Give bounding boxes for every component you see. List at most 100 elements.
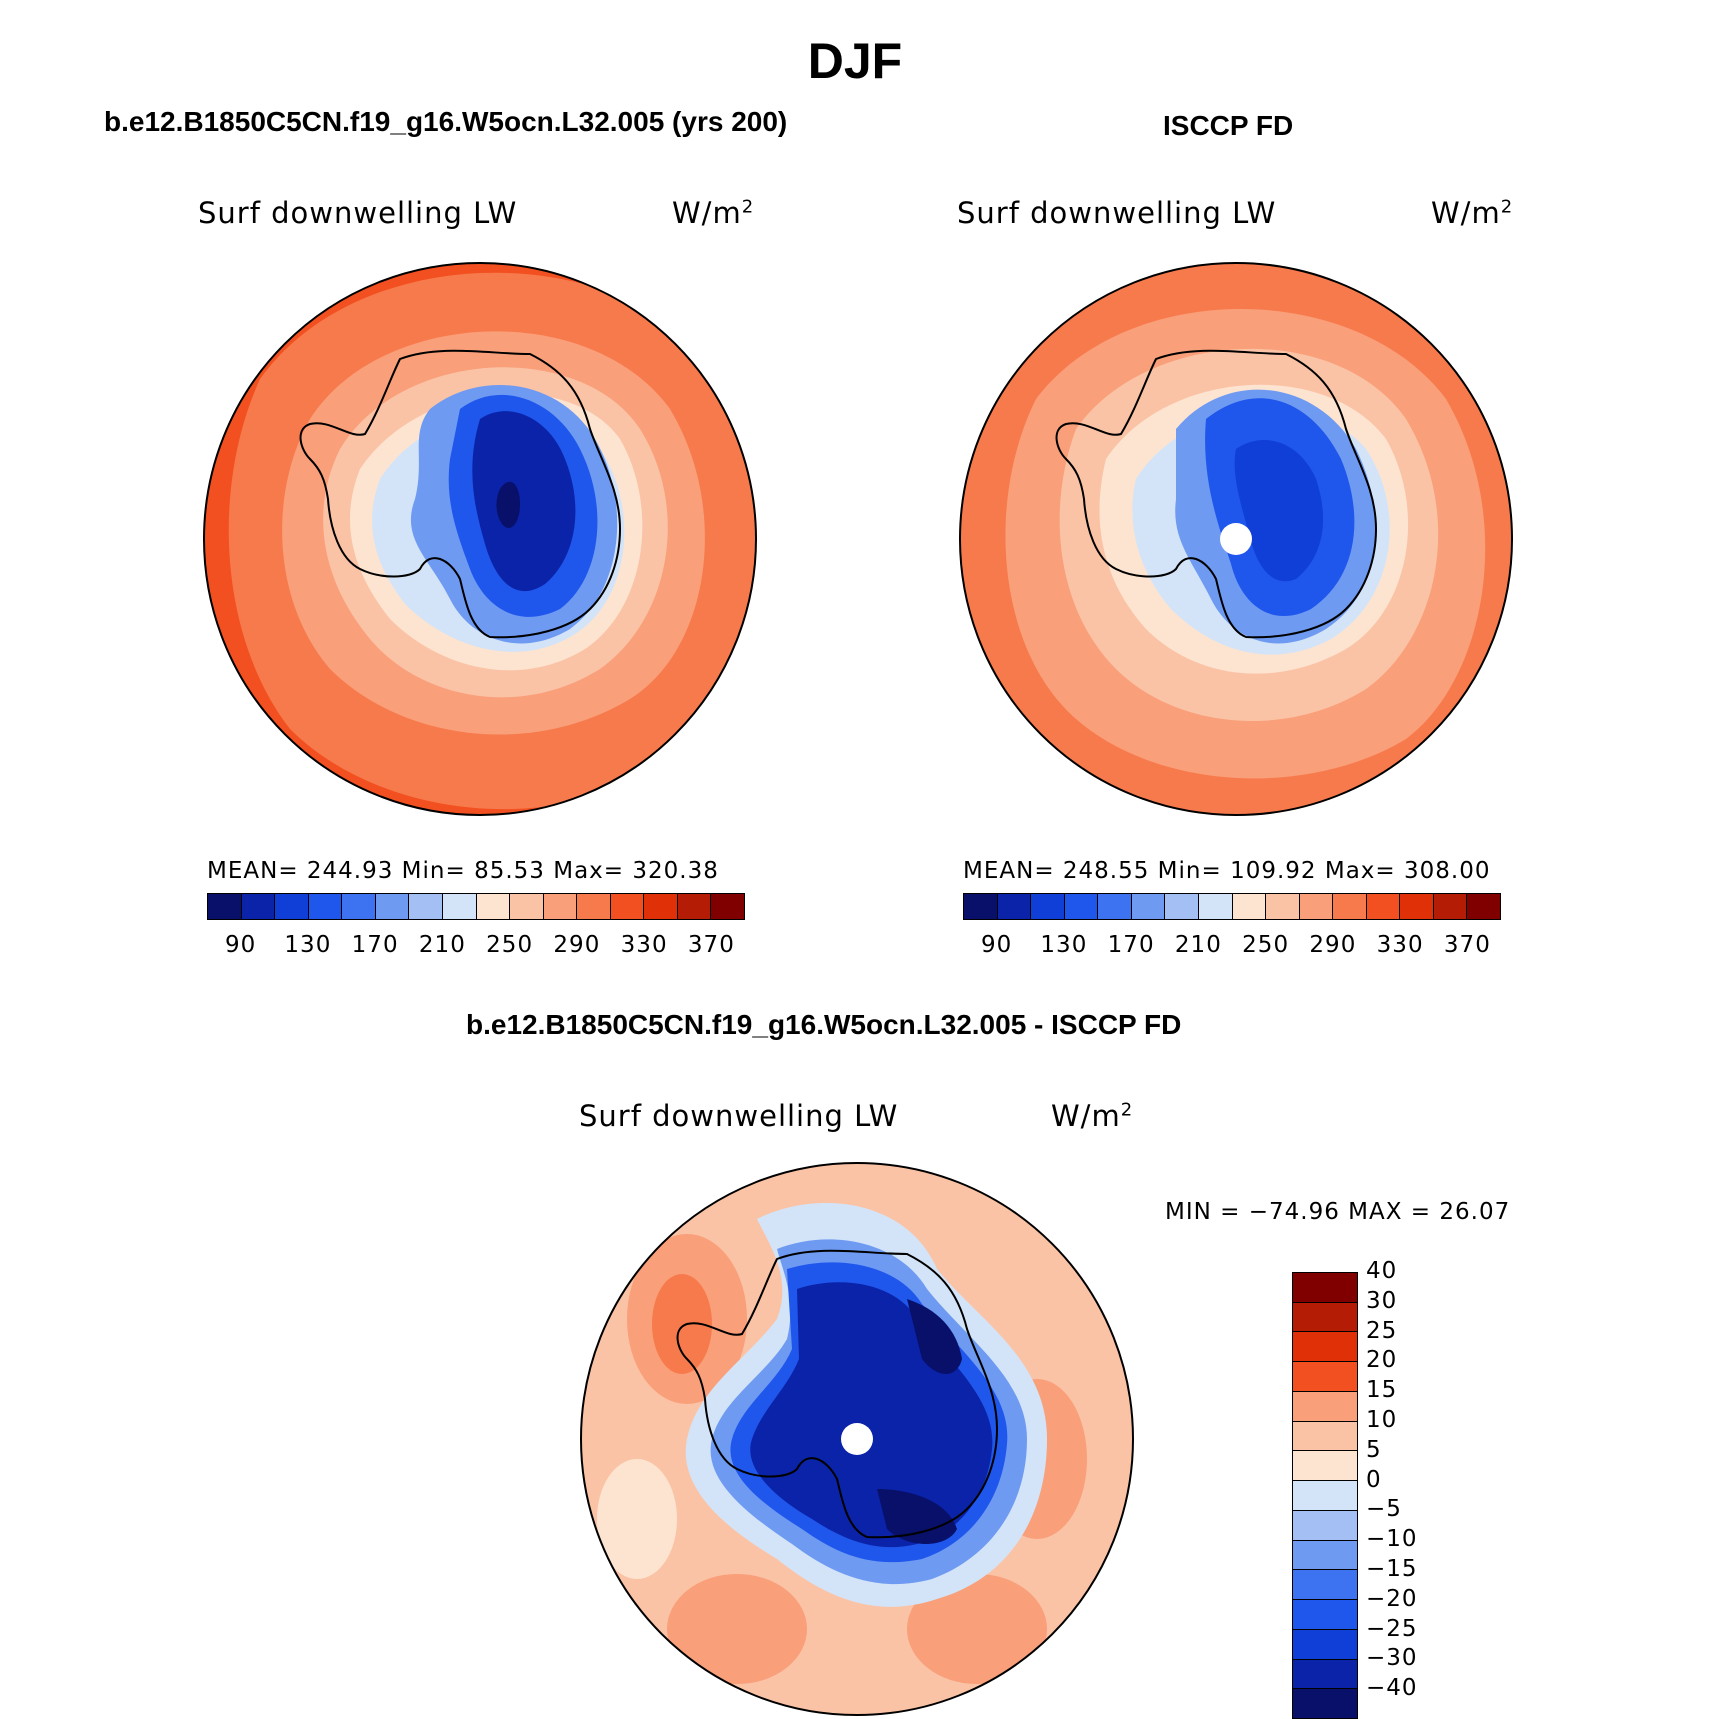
panel2-colorbar-tick-label: 370 bbox=[1443, 932, 1491, 958]
panel3-case-title: b.e12.B1850C5CN.f19_g16.W5ocn.L32.005 - … bbox=[466, 1009, 1182, 1040]
panel2-units: W/m2 bbox=[1431, 196, 1514, 230]
panel2-colorbar-swatch bbox=[1165, 894, 1199, 919]
panel3-colorbar-swatch bbox=[1293, 1331, 1357, 1362]
panel2-stats: MEAN= 248.55 Min= 109.92 Max= 308.00 bbox=[963, 858, 1491, 884]
panel1-colorbar-swatch bbox=[342, 894, 376, 919]
panel2-colorbar-swatch bbox=[1064, 894, 1099, 919]
panel3-colorbar-swatch bbox=[1293, 1420, 1357, 1451]
panel2-colorbar-swatch bbox=[1266, 894, 1300, 919]
panel3-colorbar-swatch bbox=[1293, 1272, 1357, 1302]
panel1-colorbar bbox=[207, 893, 745, 920]
panel2-colorbar-tick-label: 90 bbox=[980, 932, 1013, 958]
panel2-colorbar bbox=[963, 893, 1501, 920]
panel1-units: W/m2 bbox=[672, 196, 755, 230]
panel3-colorbar-tick-label: 30 bbox=[1366, 1287, 1398, 1314]
panel1-colorbar-swatch bbox=[543, 894, 578, 919]
panel2-colorbar-swatch bbox=[1467, 894, 1500, 919]
panel3-colorbar-swatch bbox=[1293, 1480, 1357, 1510]
panel1-colorbar-tick-label: 90 bbox=[224, 932, 257, 958]
panel2-colorbar-swatch bbox=[997, 894, 1032, 919]
panel3-colorbar-ticks: −40 −30 −25 −20 −15 −10 −5 0 5 10 15 20 25 30 40 bbox=[1366, 1258, 1446, 1719]
panel3-colorbar-swatch bbox=[1293, 1628, 1357, 1659]
panel3-colorbar-tick-label: 5 bbox=[1366, 1436, 1382, 1463]
panel1-colorbar-tick-label: 210 bbox=[418, 932, 466, 958]
panel1-stats: MEAN= 244.93 Min= 85.53 Max= 320.38 bbox=[207, 858, 719, 884]
panel2-case-title: ISCCP FD bbox=[1163, 110, 1294, 141]
panel1-colorbar-swatch bbox=[241, 894, 276, 919]
panel2-colorbar-swatch bbox=[1198, 894, 1233, 919]
panel1-colorbar-swatch bbox=[208, 894, 242, 919]
panel1-colorbar-swatch bbox=[308, 894, 343, 919]
panel2-colorbar-tick-label: 250 bbox=[1242, 932, 1290, 958]
panel1-colorbar-tick-label: 290 bbox=[553, 932, 601, 958]
panel3-colorbar-tick-label: 20 bbox=[1366, 1347, 1398, 1374]
panel2-colorbar-swatch bbox=[1098, 894, 1132, 919]
panel3-colorbar-swatch bbox=[1293, 1539, 1357, 1570]
panel1-colorbar-swatch bbox=[442, 894, 477, 919]
panel3-colorbar-swatch bbox=[1293, 1599, 1357, 1629]
panel2-colorbar-tick-label: 210 bbox=[1174, 932, 1222, 958]
panel3-colorbar-tick-label: −25 bbox=[1366, 1615, 1418, 1642]
panel3-colorbar-swatch bbox=[1293, 1509, 1357, 1540]
panel3-map bbox=[580, 1162, 1134, 1716]
panel2-map bbox=[959, 262, 1513, 816]
panel3-colorbar-tick-label: −40 bbox=[1366, 1675, 1418, 1702]
panel3-colorbar-tick-label: −15 bbox=[1366, 1556, 1418, 1582]
panel2-colorbar-tick-label: 170 bbox=[1107, 932, 1155, 958]
panel2-colorbar-swatch bbox=[1299, 894, 1334, 919]
panel1-case-title: b.e12.B1850C5CN.f19_g16.W5ocn.L32.005 (y… bbox=[104, 106, 788, 137]
panel1-colorbar-swatch bbox=[677, 894, 712, 919]
panel2-colorbar-tick-label: 290 bbox=[1309, 932, 1357, 958]
panel2-colorbar-swatch bbox=[1131, 894, 1166, 919]
panel3-colorbar-tick-label: −20 bbox=[1366, 1585, 1418, 1612]
panel1-colorbar-swatch bbox=[577, 894, 611, 919]
panel3-variable: Surf downwelling LW bbox=[579, 1099, 899, 1133]
panel2-colorbar-swatch bbox=[1366, 894, 1401, 919]
panel3-colorbar-tick-label: 15 bbox=[1366, 1377, 1398, 1404]
panel1-variable: Surf downwelling LW bbox=[198, 196, 518, 230]
panel3-colorbar-tick-label: 0 bbox=[1366, 1466, 1382, 1493]
figure-title: DJF bbox=[807, 33, 903, 89]
panel1-colorbar-tick-label: 330 bbox=[620, 932, 668, 958]
panel1-colorbar-swatch bbox=[476, 894, 511, 919]
panel2-colorbar-tick-label: 330 bbox=[1376, 932, 1424, 958]
panel2-colorbar-tick-label: 130 bbox=[1040, 932, 1088, 958]
panel3-colorbar-tick-label: 10 bbox=[1366, 1407, 1398, 1433]
panel1-colorbar-swatch bbox=[711, 894, 744, 919]
panel1-colorbar-swatch bbox=[275, 894, 309, 919]
panel2-variable: Surf downwelling LW bbox=[957, 196, 1277, 230]
panel1-colorbar-tick-label: 130 bbox=[284, 932, 332, 958]
panel1-colorbar-tick-label: 170 bbox=[351, 932, 399, 958]
panel1-colorbar-swatch bbox=[510, 894, 544, 919]
panel1-colorbar-tick-label: 250 bbox=[486, 932, 534, 958]
panel3-colorbar-swatch bbox=[1293, 1688, 1357, 1718]
panel3-units: W/m2 bbox=[1051, 1099, 1134, 1133]
panel3-colorbar bbox=[1292, 1272, 1358, 1719]
panel3-colorbar-swatch bbox=[1293, 1390, 1357, 1421]
panel2-colorbar-swatch bbox=[1433, 894, 1468, 919]
panel1-colorbar-tick-label: 370 bbox=[687, 932, 735, 958]
panel1-colorbar-swatch bbox=[610, 894, 645, 919]
panel2-colorbar-swatch bbox=[1400, 894, 1434, 919]
panel1-map bbox=[203, 262, 757, 816]
panel1-colorbar-swatch bbox=[644, 894, 678, 919]
panel2-colorbar-ticks: 90 130 170 210 250 290 330 370 bbox=[963, 932, 1501, 962]
panel2-colorbar-swatch bbox=[964, 894, 998, 919]
panel2-colorbar-swatch bbox=[1232, 894, 1267, 919]
panel1-colorbar-swatch bbox=[375, 894, 410, 919]
panel3-colorbar-tick-label: 25 bbox=[1366, 1317, 1398, 1344]
panel1-colorbar-swatch bbox=[409, 894, 443, 919]
panel2-colorbar-swatch bbox=[1333, 894, 1367, 919]
panel3-colorbar-tick-label: −30 bbox=[1366, 1645, 1418, 1672]
panel3-colorbar-swatch bbox=[1293, 1450, 1357, 1481]
panel3-colorbar-swatch bbox=[1293, 1658, 1357, 1689]
panel3-colorbar-swatch bbox=[1293, 1301, 1357, 1332]
panel3-colorbar-tick-label: −10 bbox=[1366, 1526, 1418, 1553]
panel3-stats: MIN = −74.96 MAX = 26.07 bbox=[1165, 1199, 1511, 1225]
panel1-colorbar-ticks: 90 130 170 210 250 290 330 370 bbox=[207, 932, 745, 962]
panel2-colorbar-swatch bbox=[1031, 894, 1065, 919]
panel3-colorbar-swatch bbox=[1293, 1361, 1357, 1391]
panel3-colorbar-swatch bbox=[1293, 1569, 1357, 1600]
panel3-colorbar-tick-label: −5 bbox=[1366, 1496, 1402, 1523]
panel3-colorbar-tick-label: 40 bbox=[1366, 1258, 1398, 1284]
